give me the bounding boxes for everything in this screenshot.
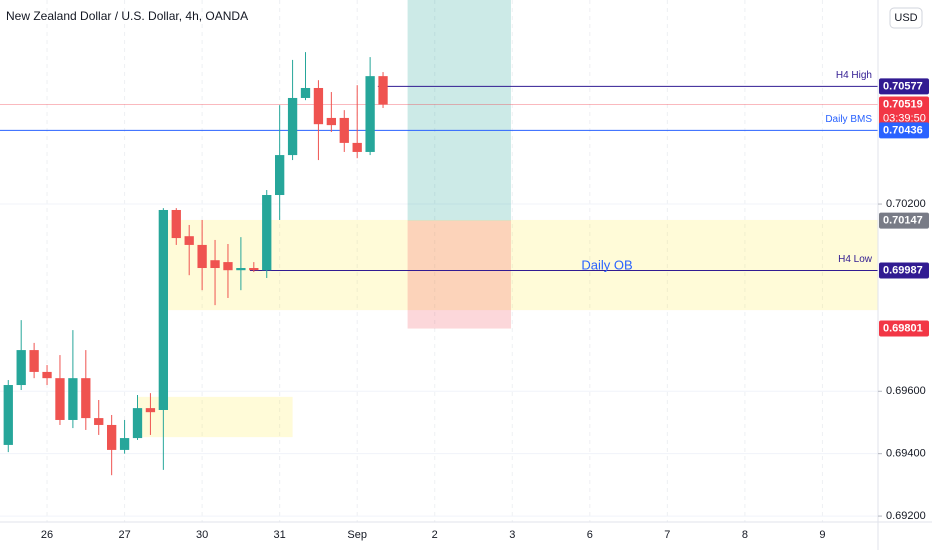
level-name: Daily BMS	[825, 114, 872, 125]
price-tag-label: 0.69987	[883, 264, 923, 276]
y-tick-label: 0.69600	[886, 385, 926, 397]
price-tag-label: 0.70436	[883, 124, 923, 136]
chart-title: New Zealand Dollar / U.S. Dollar, 4h, OA…	[6, 9, 248, 23]
candle-body	[3, 385, 13, 445]
plot-area	[0, 0, 879, 522]
candle-body	[119, 438, 130, 450]
candle-body	[68, 378, 78, 420]
zone	[407, 220, 511, 329]
candle-body	[132, 408, 143, 439]
price-tag	[879, 78, 929, 95]
candle-body	[275, 155, 285, 196]
x-tick-label: 31	[274, 529, 286, 541]
candle-body	[158, 209, 169, 410]
zone	[163, 219, 879, 311]
candle-body	[107, 424, 117, 450]
candle-body	[326, 117, 337, 126]
price-tag	[879, 262, 929, 279]
x-tick-label: 27	[118, 529, 130, 541]
price-tag-label: 0.70577	[883, 80, 923, 92]
candle-body	[42, 371, 52, 379]
candle-body	[378, 76, 388, 105]
candle-body	[339, 117, 349, 143]
candle-body	[55, 378, 65, 420]
x-tick-label: 9	[819, 529, 825, 541]
candle-body	[352, 142, 362, 152]
price-tag	[879, 122, 929, 139]
y-tick-label: 0.69400	[886, 448, 926, 460]
countdown: 03:39:50	[883, 112, 926, 124]
x-tick-label: 7	[664, 529, 670, 541]
candle-body	[81, 378, 91, 419]
x-tick-label: 2	[432, 529, 438, 541]
x-tick-label: 8	[742, 529, 748, 541]
x-tick-label: 30	[196, 529, 208, 541]
currency-box	[889, 7, 923, 29]
price-tag-label: 0.70519	[883, 98, 923, 110]
candle-body	[262, 195, 272, 271]
x-tick-label: Sep	[347, 529, 367, 541]
candle-body	[223, 262, 233, 271]
candle-body	[236, 268, 246, 271]
x-tick-label: 26	[41, 529, 53, 541]
candle-body	[29, 350, 39, 372]
y-tick-label: 0.69200	[886, 510, 926, 522]
level-name: H4 Low	[838, 254, 873, 265]
price-tag	[879, 96, 929, 127]
candle-body	[365, 76, 375, 152]
price-tag-label: 0.70147	[883, 215, 923, 227]
annotation: Daily OB	[581, 257, 632, 272]
candle-body	[145, 408, 156, 413]
candle-body	[313, 87, 324, 125]
level-name: H4 High	[836, 70, 872, 81]
candle-body	[197, 244, 207, 269]
currency: USD	[894, 12, 917, 24]
zone	[407, 0, 511, 221]
price-tag-label: 0.69801	[883, 322, 923, 334]
x-tick-label: 3	[509, 529, 515, 541]
candle-body	[184, 236, 194, 245]
candle-body	[16, 350, 26, 386]
candle-body	[287, 97, 298, 156]
x-tick-label: 6	[587, 529, 593, 541]
price-tag	[879, 212, 929, 229]
candle-body	[94, 418, 104, 425]
candle-body	[300, 87, 311, 98]
candle-body	[249, 268, 259, 271]
candle-body	[171, 209, 181, 239]
price-tag	[879, 320, 929, 337]
candle-body	[210, 260, 220, 269]
y-tick-label: 0.70200	[886, 198, 926, 210]
